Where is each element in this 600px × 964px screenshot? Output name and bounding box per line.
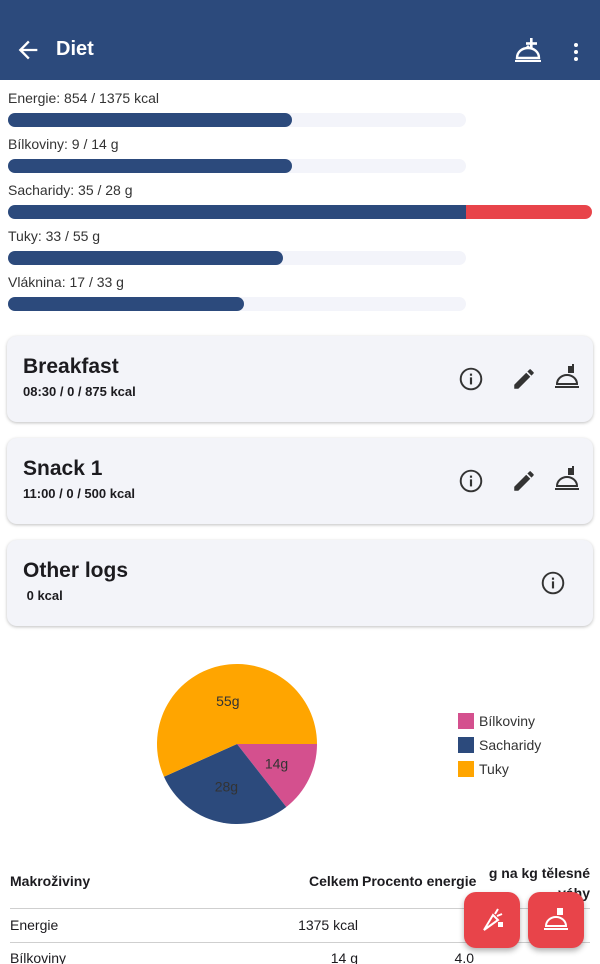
progress-fill bbox=[8, 205, 466, 219]
page-title: Diet bbox=[56, 38, 94, 60]
progress-fiber: Vláknina: 17 / 33 g bbox=[8, 273, 594, 311]
col-header-name: Makroživiny bbox=[10, 873, 91, 889]
edit-icon[interactable] bbox=[511, 468, 537, 494]
more-options-icon[interactable] bbox=[564, 40, 588, 64]
progress-track bbox=[8, 113, 466, 127]
progress-fill bbox=[8, 297, 244, 311]
info-icon[interactable] bbox=[458, 468, 484, 494]
table-row-percent: 4.0 bbox=[454, 950, 474, 964]
legend-swatch bbox=[458, 737, 474, 753]
progress-energy: Energie: 854 / 1375 kcal bbox=[8, 89, 594, 127]
table-row-total: 14 g bbox=[330, 950, 358, 964]
progress-fat: Tuky: 33 / 55 g bbox=[8, 227, 594, 265]
meal-card-breakfast[interactable]: Breakfast 08:30 / 0 / 875 kcal bbox=[7, 336, 593, 422]
progress-label: Vláknina: 17 / 33 g bbox=[8, 274, 124, 290]
add-food-icon[interactable] bbox=[553, 466, 581, 494]
col-header-total: Celkem bbox=[309, 873, 359, 889]
progress-track bbox=[8, 297, 466, 311]
legend-swatch bbox=[458, 761, 474, 777]
legend-label: Sacharidy bbox=[479, 737, 541, 753]
progress-carbs: Sacharidy: 35 / 28 g bbox=[8, 181, 594, 219]
meal-subtitle: 08:30 / 0 / 875 kcal bbox=[23, 384, 136, 399]
edit-icon[interactable] bbox=[511, 366, 537, 392]
other-logs-title: Other logs bbox=[23, 559, 129, 582]
divider bbox=[10, 908, 590, 909]
legend-label: Bílkoviny bbox=[479, 713, 535, 729]
meal-subtitle: 11:00 / 0 / 500 kcal bbox=[23, 486, 136, 501]
meal-icon bbox=[544, 908, 568, 930]
table-row-name: Bílkoviny bbox=[10, 950, 67, 964]
progress-track bbox=[8, 205, 592, 219]
add-meal-fab[interactable] bbox=[528, 892, 584, 948]
col-header-percent: Procento energie bbox=[362, 873, 477, 889]
add-ingredient-fab[interactable] bbox=[464, 892, 520, 948]
divider bbox=[10, 942, 590, 943]
add-food-icon[interactable] bbox=[553, 364, 581, 392]
progress-track bbox=[8, 251, 466, 265]
other-logs-subtitle: 0 kcal bbox=[23, 588, 63, 603]
add-meal-icon[interactable] bbox=[512, 36, 544, 68]
meal-title: Snack 1 bbox=[23, 457, 103, 480]
progress-track bbox=[8, 159, 466, 173]
progress-fill bbox=[8, 251, 283, 265]
progress-fill bbox=[8, 113, 293, 127]
table-row-total: 1375 kcal bbox=[298, 917, 358, 933]
progress-label: Sacharidy: 35 / 28 g bbox=[8, 182, 133, 198]
meal-title: Breakfast bbox=[23, 355, 119, 378]
info-icon[interactable] bbox=[540, 570, 566, 596]
progress-label: Bílkoviny: 9 / 14 g bbox=[8, 136, 119, 152]
carrot-icon bbox=[483, 908, 503, 931]
progress-label: Energie: 854 / 1375 kcal bbox=[8, 90, 159, 106]
pie-slice-tuky bbox=[157, 664, 317, 777]
back-arrow-icon[interactable] bbox=[14, 36, 42, 64]
other-logs-card[interactable]: Other logs 0 kcal bbox=[7, 540, 593, 626]
pie-slice-label: 28g bbox=[215, 779, 238, 795]
progress-protein: Bílkoviny: 9 / 14 g bbox=[8, 135, 594, 173]
legend-label: Tuky bbox=[479, 761, 509, 777]
app-bar: Diet bbox=[0, 0, 600, 80]
progress-fill bbox=[8, 159, 293, 173]
legend-swatch bbox=[458, 713, 474, 729]
progress-label: Tuky: 33 / 55 g bbox=[8, 228, 101, 244]
macro-pie-chart: 14g Bílkoviny 28g Sacharidy 55g Tuky bbox=[157, 664, 541, 824]
pie-slice-label: 55g bbox=[216, 693, 239, 709]
table-row-name: Energie bbox=[10, 917, 59, 933]
pie-slice-bílkoviny bbox=[237, 744, 317, 808]
pie-slice-label: 14g bbox=[265, 755, 288, 771]
progress-overflow bbox=[466, 205, 592, 219]
info-icon[interactable] bbox=[458, 366, 484, 392]
pie-slice-sacharidy bbox=[163, 744, 287, 824]
meal-card-snack[interactable]: Snack 1 11:00 / 0 / 500 kcal bbox=[7, 438, 593, 524]
